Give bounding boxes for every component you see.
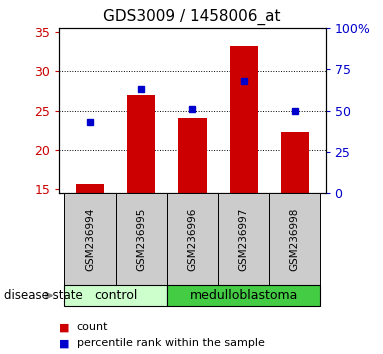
Text: disease state: disease state (4, 289, 83, 302)
Text: GSM236995: GSM236995 (136, 207, 146, 271)
Text: GSM236998: GSM236998 (290, 207, 300, 271)
Text: GDS3009 / 1458006_at: GDS3009 / 1458006_at (103, 9, 280, 25)
Text: GSM236996: GSM236996 (187, 207, 198, 271)
Bar (167, 193, 218, 285)
Text: medulloblastoma: medulloblastoma (190, 289, 298, 302)
Text: control: control (94, 289, 137, 302)
Text: count: count (77, 322, 108, 332)
Bar (218, 193, 269, 285)
Bar (167, 285, 321, 306)
Bar (127, 95, 155, 193)
Text: ■: ■ (59, 338, 70, 348)
Bar (64, 193, 116, 285)
Text: ■: ■ (59, 322, 70, 332)
Text: GSM236994: GSM236994 (85, 207, 95, 271)
Bar (64, 285, 167, 306)
Text: GSM236997: GSM236997 (239, 207, 249, 271)
Bar (178, 119, 206, 193)
Bar (76, 183, 104, 193)
Bar (281, 132, 309, 193)
Bar (116, 193, 167, 285)
Bar (269, 193, 321, 285)
Bar (229, 46, 258, 193)
Text: percentile rank within the sample: percentile rank within the sample (77, 338, 265, 348)
